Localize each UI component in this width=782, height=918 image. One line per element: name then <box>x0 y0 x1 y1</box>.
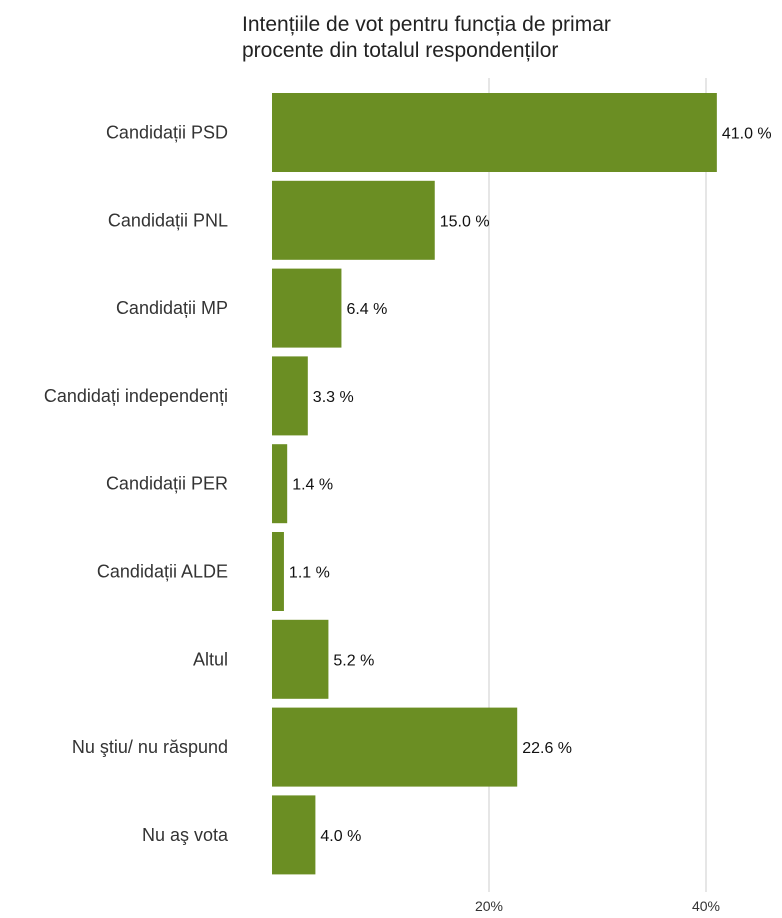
category-label: Candidații PNL <box>108 210 228 230</box>
category-label: Candidații ALDE <box>97 562 228 582</box>
bar <box>272 795 316 875</box>
value-label: 1.4 % <box>292 477 333 494</box>
value-label: 3.3 % <box>313 389 354 406</box>
bars <box>272 93 717 875</box>
value-label: 6.4 % <box>346 301 387 318</box>
bar <box>272 180 435 260</box>
bar <box>272 619 329 699</box>
bar <box>272 444 288 524</box>
chart-subtitle: procente din totalul respondenților <box>242 39 558 62</box>
bar <box>272 707 518 787</box>
gridlines <box>488 78 707 892</box>
bar <box>272 356 308 436</box>
value-label: 1.1 % <box>289 565 330 582</box>
category-label: Altul <box>193 649 228 669</box>
value-label: 4.0 % <box>320 828 361 845</box>
value-labels: 41.0 % 15.0 % 6.4 % 3.3 % 1.4 % 1.1 % 5.2 % 22.… <box>289 126 772 845</box>
x-tick-label: 40% <box>692 898 720 914</box>
chart-title: Intențiile de vot pentru funcția de prim… <box>242 13 611 62</box>
chart-title-line-1: Intențiile de vot pentru funcția de prim… <box>242 13 611 36</box>
category-label: Candidați independenți <box>44 386 228 406</box>
category-label: Nu aş vota <box>142 825 229 845</box>
bar <box>272 93 717 172</box>
value-label: 15.0 % <box>440 213 490 230</box>
category-labels: Candidații PSD Candidații PNL Candidații M… <box>44 123 229 845</box>
x-axis-ticks: 20% 40% <box>475 898 720 914</box>
category-label: Candidații PER <box>106 474 228 494</box>
bar <box>272 532 284 611</box>
category-label: Candidații PSD <box>106 123 228 143</box>
bar <box>272 268 342 348</box>
value-label: 22.6 % <box>522 740 572 757</box>
category-label: Nu ştiu/ nu răspund <box>72 737 228 757</box>
value-label: 5.2 % <box>333 652 374 669</box>
category-label: Candidații MP <box>116 298 228 318</box>
value-label: 41.0 % <box>722 126 772 143</box>
x-tick-label: 20% <box>475 898 503 914</box>
